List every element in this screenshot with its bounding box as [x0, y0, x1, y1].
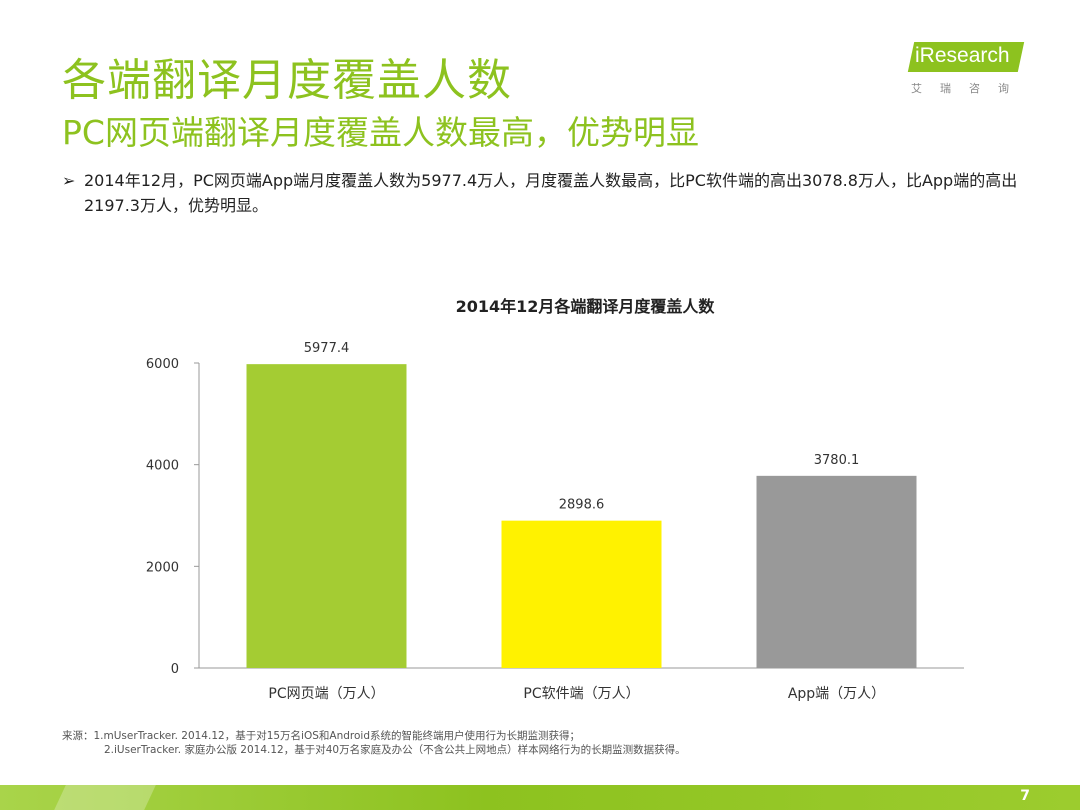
source-note: 来源：1.mUserTracker. 2014.12，基于对15万名iOS和An…: [62, 729, 686, 757]
bar: [246, 364, 407, 668]
source-line-1: 来源：1.mUserTracker. 2014.12，基于对15万名iOS和An…: [62, 730, 580, 742]
x-tick-label: PC软件端（万人）: [523, 686, 639, 702]
bullet-point: ➢ 2014年12月，PC网页端App端月度覆盖人数为5977.4万人，月度覆盖…: [62, 168, 1022, 218]
page-title: 各端翻译月度覆盖人数: [62, 55, 512, 106]
bullet-text: 2014年12月，PC网页端App端月度覆盖人数为5977.4万人，月度覆盖人数…: [84, 171, 1018, 215]
logo-text: iResearch: [915, 44, 1010, 67]
y-tick-label: 2000: [146, 560, 179, 575]
data-label: 5977.4: [304, 341, 350, 356]
source-line-2: 2.iUserTracker. 家庭办公版 2014.12，基于对40万名家庭及…: [104, 744, 686, 756]
data-label: 3780.1: [814, 453, 860, 468]
arrow-bullet-icon: ➢: [62, 171, 76, 190]
footer-bar: [0, 785, 1080, 810]
footer-stripe: [54, 785, 156, 810]
chart-title: 2014年12月各端翻译月度覆盖人数: [455, 297, 715, 316]
logo-subtext: 艾瑞咨询: [911, 82, 1027, 95]
x-tick-label: PC网页端（万人）: [268, 686, 384, 702]
data-label: 2898.6: [559, 498, 605, 513]
page-subtitle: PC网页端翻译月度覆盖人数最高，优势明显: [62, 113, 699, 152]
y-tick-label: 6000: [146, 357, 179, 372]
bar: [756, 475, 917, 668]
y-tick-label: 0: [171, 662, 179, 677]
bar: [501, 520, 662, 668]
x-tick-label: App端（万人）: [788, 686, 885, 702]
y-tick-label: 4000: [146, 459, 179, 474]
iresearch-logo: iResearch 艾瑞咨询: [905, 40, 1025, 100]
page-number: 7: [1020, 788, 1030, 804]
